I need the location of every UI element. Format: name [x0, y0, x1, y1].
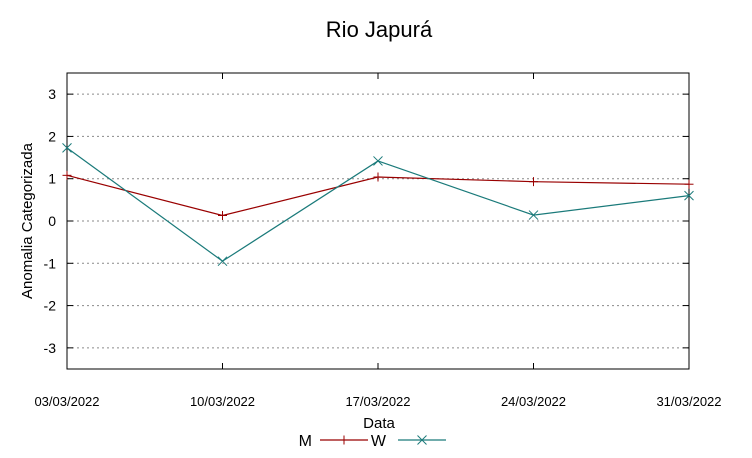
data-point-W — [528, 210, 539, 220]
x-axis-ticks: 03/03/2022 10/03/2022 17/03/2022 24/03/2022… — [34, 73, 722, 409]
y-tick-label: -3 — [44, 340, 57, 356]
legend-marker-W — [417, 435, 427, 445]
data-point-M — [529, 177, 538, 187]
y-tick-label: -2 — [44, 298, 57, 314]
data-point-W — [62, 142, 72, 153]
legend-label-W: W — [371, 433, 387, 450]
data-point-M — [373, 172, 383, 182]
legend-label-M: M — [299, 433, 312, 450]
y-axis-label: Anomalia Categorizada — [19, 142, 36, 299]
x-axis-label: Data — [363, 415, 395, 432]
y-tick-label: 1 — [48, 171, 56, 187]
data-point-M — [62, 170, 72, 180]
data-point-M — [684, 179, 694, 189]
grid-lines — [67, 93, 689, 349]
y-tick-label: -1 — [44, 255, 57, 271]
y-tick-label: 3 — [48, 86, 56, 102]
data-point-W — [217, 256, 228, 267]
x-tick-label: 03/03/2022 — [34, 394, 99, 409]
data-point-M — [218, 211, 227, 221]
y-tick-label: 0 — [48, 213, 56, 229]
y-axis-ticks: -3 -2 -1 0 1 2 3 — [44, 86, 689, 356]
data-point-W — [684, 190, 694, 201]
data-point-W — [373, 156, 383, 166]
x-tick-label: 17/03/2022 — [345, 394, 410, 409]
x-tick-label: 10/03/2022 — [190, 394, 255, 409]
y-tick-label: 2 — [48, 128, 56, 144]
series-group — [62, 142, 694, 267]
legend-marker-M — [339, 435, 349, 445]
chart-title: Rio Japurá — [326, 17, 433, 42]
x-tick-label: 24/03/2022 — [501, 394, 566, 409]
series-line-W — [66, 147, 690, 262]
x-tick-label: 31/03/2022 — [656, 394, 721, 409]
